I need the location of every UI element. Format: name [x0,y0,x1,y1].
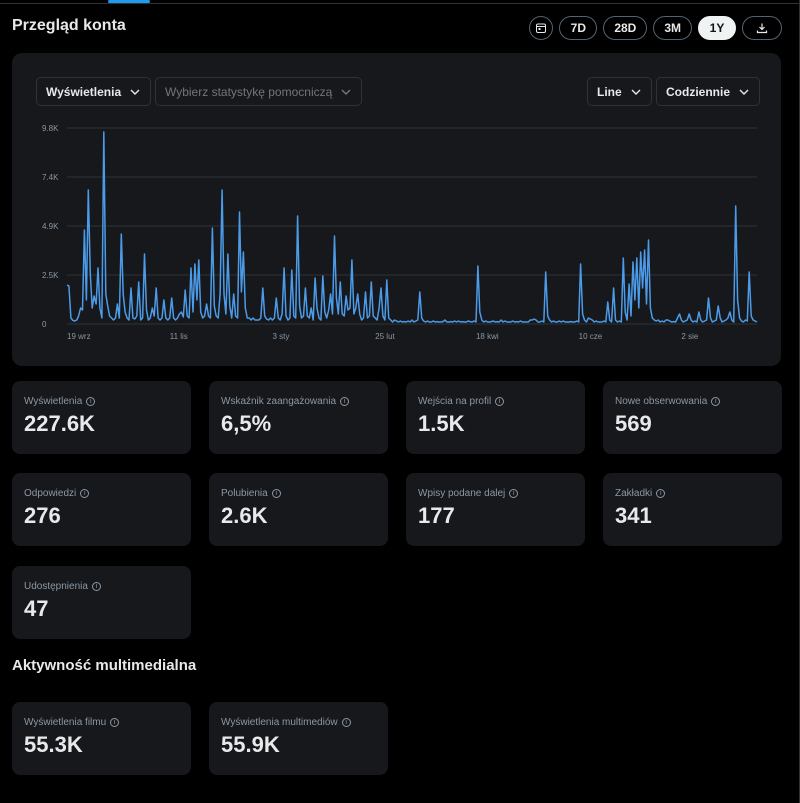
metric-label: Zakładki [615,487,653,499]
metric-value: 55.9K [221,732,280,757]
range-1y-button[interactable]: 1Y [698,16,736,40]
metric-card-engagement-rate[interactable]: Wskaźnik zaangażowania i 6,5% [209,381,388,454]
metric-value: 227.6K [24,411,95,436]
metric-label: Wyświetlenia multimediów [221,716,338,728]
x-tick-label: 19 wrz [67,332,91,341]
x-tick-label: 10 cze [579,332,603,341]
calendar-button[interactable] [529,16,554,40]
y-tick-label: 0 [42,320,47,329]
chart-card: Wyświetlenia Wybierz statystykę pomocnic… [12,53,781,366]
metric-label: Wejścia na profil [418,395,492,407]
metric-card-views[interactable]: Wyświetlenia i 227.6K [12,381,191,454]
info-icon[interactable]: i [91,581,101,591]
y-tick-label: 9.8K [42,124,59,133]
series-line-views[interactable] [66,131,758,323]
metric-card-likes[interactable]: Polubienia i 2.6K [209,473,388,546]
x-tick-label: 3 sty [272,332,289,341]
metric-value: 6,5% [221,411,272,436]
views-line-chart: 0 2.5K 4.9K 7.4K 9.8K 19 wrz 11 lis 3 sty 25 lut… [42,124,758,341]
info-icon[interactable]: i [271,488,281,498]
media-section-title: Aktywność multimedialna [12,657,197,674]
metric-label: Wyświetlenia [24,395,83,407]
info-icon[interactable]: i [495,396,505,406]
chevron-down-icon [739,89,749,95]
metric-label: Wpisy podane dalej [418,487,506,499]
active-tab-indicator [108,0,150,3]
metric-value: 341 [615,503,652,528]
metric-label: Odpowiedzi [24,487,77,499]
chevron-down-icon [341,89,351,95]
page-title: Przegląd konta [12,17,126,34]
metric-value: 2.6K [221,503,268,528]
metric-card-media-views[interactable]: Wyświetlenia multimediów i 55.9K [209,702,388,775]
interval-dropdown[interactable]: Codziennie [656,77,761,106]
x-tick-label: 18 kwi [476,332,499,341]
info-icon[interactable]: i [80,488,90,498]
metric-card-new-follows[interactable]: Nowe obserwowania i 569 [603,381,782,454]
metric-value: 47 [24,596,49,621]
range-28d-button[interactable]: 28D [603,16,648,40]
info-icon[interactable]: i [656,488,666,498]
secondary-metric-placeholder: Wybierz statystykę pomocniczą [165,84,333,99]
info-icon[interactable]: i [110,717,120,727]
info-icon[interactable]: i [86,396,96,406]
interval-label: Codziennie [666,84,731,99]
y-tick-label: 2.5K [42,271,59,280]
secondary-metric-dropdown[interactable]: Wybierz statystykę pomocniczą [155,77,363,106]
metric-dropdown[interactable]: Wyświetlenia [36,77,152,106]
metric-card-shares[interactable]: Udostępnienia i 47 [12,566,191,639]
metric-label: Nowe obserwowania [615,395,708,407]
x-tick-label: 11 lis [170,332,188,341]
metric-value: 177 [418,503,455,528]
metric-value: 55.3K [24,732,83,757]
y-tick-label: 7.4K [42,173,59,182]
metric-value: 276 [24,503,61,528]
metric-label: Wskaźnik zaangażowania [221,395,337,407]
top-tab-bar [0,0,800,4]
metric-card-bookmarks[interactable]: Zakładki i 341 [603,473,782,546]
x-tick-label: 25 lut [375,332,395,341]
chart-type-label: Line [597,84,622,99]
info-icon[interactable]: i [711,396,721,406]
info-icon[interactable]: i [341,717,351,727]
calendar-icon [536,23,547,33]
info-icon[interactable]: i [509,488,519,498]
download-button[interactable] [742,16,782,40]
chevron-down-icon [130,89,140,95]
range-7d-button[interactable]: 7D [559,16,598,40]
info-icon[interactable]: i [340,396,350,406]
chart-type-dropdown[interactable]: Line [587,77,652,106]
metric-card-profile-visits[interactable]: Wejścia na profil i 1.5K [406,381,585,454]
range-3m-button[interactable]: 3M [653,16,692,40]
metric-label: Polubienia [221,487,268,499]
metric-card-replies[interactable]: Odpowiedzi i 276 [12,473,191,546]
metric-value: 569 [615,411,652,436]
metric-value: 1.5K [418,411,465,436]
x-tick-label: 2 sie [681,332,698,341]
metric-label: Wyświetlenia filmu [24,716,107,728]
download-icon [756,23,768,34]
time-range-selector: 7D 28D 3M 1Y [529,16,782,40]
metric-card-reposts[interactable]: Wpisy podane dalej i 177 [406,473,585,546]
metric-dropdown-label: Wyświetlenia [46,84,122,99]
metric-label: Udostępnienia [24,580,88,592]
metric-card-video-views[interactable]: Wyświetlenia filmu i 55.3K [12,702,191,775]
chevron-down-icon [631,89,641,95]
y-tick-label: 4.9K [42,222,59,231]
